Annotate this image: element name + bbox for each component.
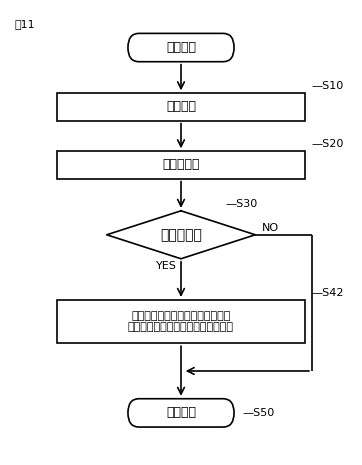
FancyBboxPatch shape: [128, 33, 234, 62]
Text: —S50: —S50: [243, 408, 275, 418]
Text: NO: NO: [262, 222, 279, 232]
Text: —S30: —S30: [226, 199, 258, 208]
Text: 外輪異常？: 外輪異常？: [160, 228, 202, 242]
Text: —S20: —S20: [312, 139, 344, 149]
Text: 図11: 図11: [15, 19, 35, 29]
Text: 周波数分析: 周波数分析: [162, 159, 200, 172]
Text: リターン: リターン: [166, 406, 196, 419]
Polygon shape: [107, 211, 255, 259]
FancyBboxPatch shape: [128, 399, 234, 427]
Text: —S10: —S10: [312, 81, 344, 91]
Text: 外輪の負荷域移動を指示するため
の信号を油圧アクチュエータへ出力: 外輪の負荷域移動を指示するため の信号を油圧アクチュエータへ出力: [128, 311, 234, 332]
Text: 振動検出: 振動検出: [166, 100, 196, 113]
Bar: [57, 151, 305, 179]
Text: —S42: —S42: [312, 287, 344, 298]
Bar: [57, 300, 305, 343]
Text: YES: YES: [156, 261, 177, 271]
Text: スタート: スタート: [166, 41, 196, 54]
Bar: [57, 93, 305, 120]
